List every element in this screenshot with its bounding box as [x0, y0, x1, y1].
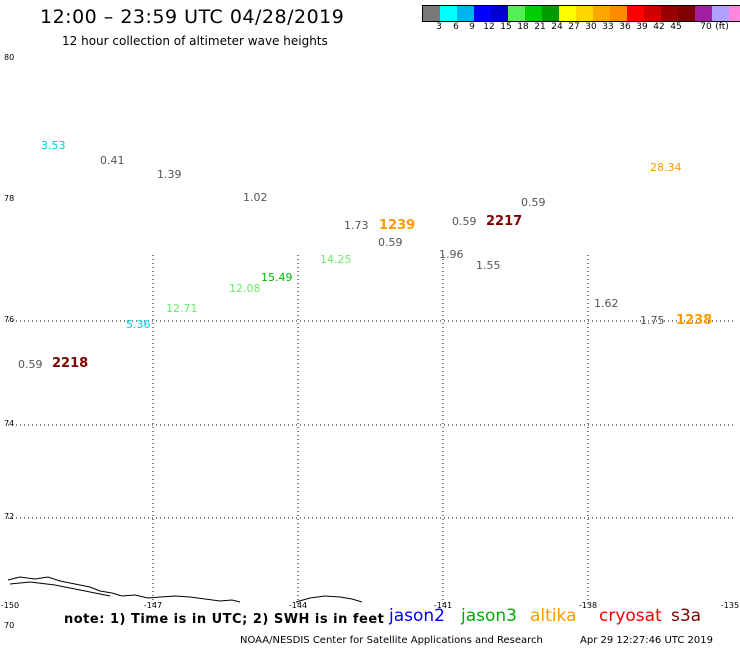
color-swatch	[644, 6, 661, 21]
color-swatch	[542, 6, 559, 21]
graticule	[8, 255, 735, 604]
coastline-left-2	[9, 581, 111, 597]
satellite-pass-label: 2217	[486, 214, 523, 229]
legend-satellite-jason3: jason3	[461, 606, 517, 626]
color-swatch	[695, 6, 712, 21]
latitude-label: 72	[4, 512, 15, 521]
wave-height-value: 15.49	[261, 271, 293, 284]
page-title: 12:00 – 23:59 UTC 04/28/2019	[40, 6, 345, 28]
wave-height-value: 1.55	[476, 259, 501, 272]
longitude-label: -135	[720, 601, 740, 610]
color-scale-tick: 33	[602, 22, 614, 32]
color-swatch	[559, 6, 576, 21]
longitude-label: -150	[0, 601, 20, 610]
color-swatch	[423, 6, 440, 21]
color-scale-tick: 15	[500, 22, 512, 32]
wave-height-value: 14.25	[320, 253, 352, 266]
page-subtitle: 12 hour collection of altimeter wave hei…	[62, 34, 328, 48]
color-swatch	[440, 6, 457, 21]
wave-height-value: 0.59	[18, 358, 43, 371]
color-scale-bar	[422, 5, 740, 22]
color-scale-tick: 3	[436, 22, 442, 32]
color-scale-tick: 36	[619, 22, 631, 32]
latitude-label: 78	[4, 194, 15, 203]
wave-height-value: 1.73	[344, 219, 369, 232]
longitude-label: -141	[433, 601, 453, 610]
wave-height-value: 0.59	[452, 215, 477, 228]
color-scale-unit: (ft)	[715, 22, 729, 32]
wave-height-value: 3.53	[41, 139, 66, 152]
coastline-left	[7, 576, 241, 603]
legend-satellite-cryosat: cryosat	[599, 606, 662, 626]
color-swatch	[525, 6, 542, 21]
color-scale-tick: 42	[653, 22, 665, 32]
longitude-label: -138	[578, 601, 598, 610]
satellite-pass-label: 2218	[52, 356, 89, 371]
wave-height-value: 5.36	[126, 318, 151, 331]
latitude-label: 74	[4, 419, 15, 428]
color-swatch	[576, 6, 593, 21]
wave-height-value: 0.59	[521, 196, 546, 209]
coastline	[7, 576, 363, 603]
color-scale-tick: 27	[568, 22, 580, 32]
color-scale-tick: 30	[585, 22, 597, 32]
color-scale-tick: 39	[636, 22, 648, 32]
wave-height-value: 12.71	[166, 302, 198, 315]
color-scale-tick: 6	[453, 22, 459, 32]
latitude-label: 76	[4, 315, 15, 324]
color-swatch	[508, 6, 525, 21]
wave-height-value: 1.96	[439, 248, 464, 261]
wave-height-value: 0.59	[378, 236, 403, 249]
color-scale-tick: 70	[700, 22, 712, 32]
color-swatch	[627, 6, 644, 21]
wave-height-value: 1.39	[157, 168, 182, 181]
color-swatch	[678, 6, 695, 21]
wave-height-value: 1.02	[243, 191, 268, 204]
latitude-label: 80	[4, 53, 15, 62]
color-scale-tick: 24	[551, 22, 563, 32]
color-scale-tick: 45	[670, 22, 682, 32]
legend-satellite-s3a: s3a	[671, 606, 702, 626]
color-swatch	[661, 6, 678, 21]
wave-height-value: 12.08	[229, 282, 261, 295]
credit-text: NOAA/NESDIS Center for Satellite Applica…	[240, 635, 543, 646]
coastline-right	[295, 595, 363, 603]
longitude-label: -144	[288, 601, 308, 610]
color-scale-tick: 12	[483, 22, 495, 32]
wave-height-value: 1.62	[594, 297, 619, 310]
legend-satellite-altika: altika	[530, 606, 577, 626]
color-swatch	[610, 6, 627, 21]
color-swatch	[491, 6, 508, 21]
satellite-pass-label: 1238	[676, 313, 713, 328]
color-scale-tick: 21	[534, 22, 546, 32]
legend-satellite-jason2: jason2	[389, 606, 445, 626]
color-scale-tick: 9	[469, 22, 475, 32]
wave-height-value: 1.75	[640, 314, 665, 327]
color-swatch	[457, 6, 474, 21]
color-swatch	[474, 6, 491, 21]
wave-height-value: 28.34	[650, 161, 682, 174]
color-swatch	[729, 6, 740, 21]
satellite-pass-label: 1239	[379, 218, 416, 233]
wave-height-value: 0.41	[100, 154, 125, 167]
color-swatch	[712, 6, 729, 21]
longitude-label: -147	[143, 601, 163, 610]
timestamp-text: Apr 29 12:27:46 UTC 2019	[580, 635, 713, 646]
latitude-label: 70	[4, 621, 15, 630]
color-scale-tick: 18	[517, 22, 529, 32]
color-swatch	[593, 6, 610, 21]
legend-note: note: 1) Time is in UTC; 2) SWH is in fe…	[64, 612, 385, 627]
